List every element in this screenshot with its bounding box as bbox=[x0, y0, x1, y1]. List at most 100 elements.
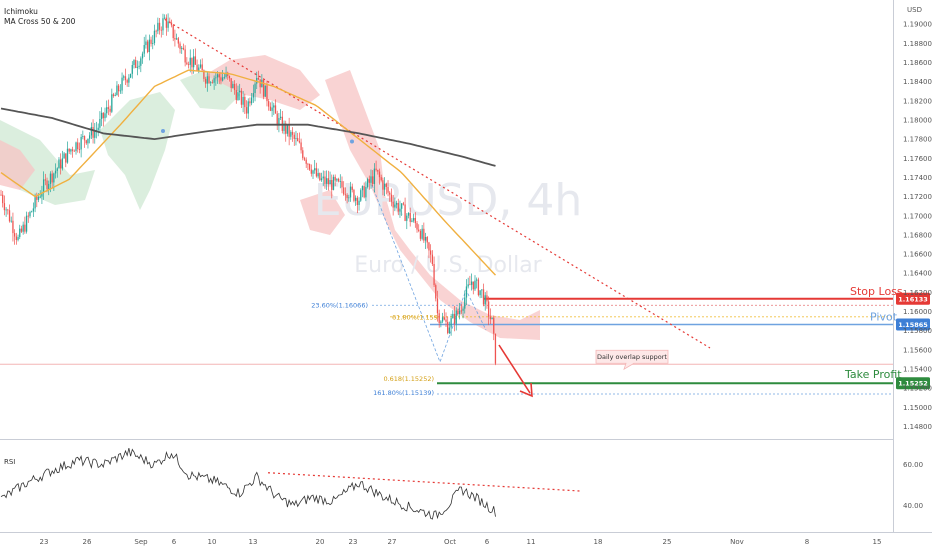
candle-body bbox=[210, 82, 212, 84]
candle bbox=[392, 194, 394, 216]
candle-body bbox=[78, 149, 81, 150]
candle-body bbox=[378, 171, 381, 178]
ma50-line bbox=[0, 69, 497, 276]
candle-body bbox=[493, 317, 495, 334]
candle-body bbox=[354, 197, 357, 201]
candle bbox=[204, 76, 207, 88]
candle bbox=[344, 187, 347, 201]
candle bbox=[273, 102, 275, 116]
candle bbox=[181, 45, 183, 54]
time-tick-label: 11 bbox=[527, 538, 536, 546]
price-tick-label: 1.17800 bbox=[903, 136, 932, 144]
candle-body bbox=[211, 82, 214, 84]
candle-body bbox=[401, 203, 403, 209]
candle-body bbox=[126, 80, 128, 83]
candle-body bbox=[291, 131, 294, 135]
candle-body bbox=[462, 308, 464, 311]
candle bbox=[112, 92, 115, 98]
candle-body bbox=[216, 74, 219, 78]
candle-body bbox=[239, 90, 241, 93]
candle bbox=[247, 98, 249, 119]
candle-body bbox=[268, 101, 270, 107]
price-tick-label: 1.16600 bbox=[903, 251, 932, 259]
candle-body bbox=[106, 107, 108, 114]
candle-body bbox=[49, 173, 52, 184]
candle bbox=[377, 169, 379, 175]
candle-body bbox=[314, 168, 316, 171]
time-tick-label: Nov bbox=[730, 538, 744, 546]
candle-body bbox=[419, 230, 422, 239]
candle bbox=[452, 310, 454, 319]
price-tick-label: 1.15800 bbox=[903, 327, 932, 335]
candle bbox=[390, 188, 393, 207]
candle-body bbox=[375, 168, 377, 170]
candle bbox=[24, 216, 26, 234]
candle-body bbox=[196, 64, 198, 71]
candle-body bbox=[397, 202, 399, 212]
candle-body bbox=[46, 180, 48, 190]
candle-body bbox=[235, 90, 237, 101]
candle-body bbox=[94, 130, 96, 138]
stop-loss-price-tag bbox=[896, 292, 930, 305]
candle-body bbox=[7, 209, 9, 211]
candle-body bbox=[482, 289, 485, 305]
candle bbox=[268, 98, 270, 111]
candle bbox=[8, 204, 11, 223]
candle bbox=[363, 182, 365, 199]
candle-body bbox=[187, 64, 190, 66]
candle-body bbox=[131, 65, 133, 74]
candle bbox=[73, 149, 75, 152]
price-tick-label: 1.18600 bbox=[903, 59, 932, 67]
candle bbox=[406, 213, 408, 230]
candle-body bbox=[430, 250, 432, 255]
candle-body bbox=[315, 168, 318, 177]
candle bbox=[407, 212, 410, 219]
candle-body bbox=[75, 142, 77, 152]
candle-body bbox=[274, 105, 277, 114]
candle bbox=[433, 256, 435, 288]
candle bbox=[465, 279, 468, 306]
candle bbox=[481, 289, 483, 298]
candle bbox=[208, 73, 210, 84]
candle bbox=[278, 112, 280, 133]
candle bbox=[65, 153, 67, 168]
candle bbox=[32, 202, 35, 218]
candle bbox=[250, 93, 253, 106]
candle bbox=[424, 232, 427, 249]
candle bbox=[419, 229, 422, 242]
candle-body bbox=[203, 70, 205, 79]
candle-body bbox=[387, 186, 389, 193]
candle bbox=[53, 172, 55, 191]
candle-body bbox=[414, 217, 416, 224]
candle bbox=[20, 225, 23, 234]
candle bbox=[397, 198, 399, 216]
candle bbox=[223, 73, 226, 80]
candle bbox=[22, 221, 24, 235]
candle-body bbox=[303, 158, 306, 160]
candle bbox=[175, 33, 178, 40]
price-tick-label: 1.18800 bbox=[903, 40, 932, 48]
candle bbox=[128, 74, 130, 88]
candle-body bbox=[160, 29, 162, 31]
rsi-title: RSI bbox=[4, 458, 15, 466]
candle-body bbox=[228, 75, 231, 79]
candle bbox=[257, 70, 260, 81]
pivot-price-tag bbox=[896, 318, 930, 331]
candle-body bbox=[288, 125, 290, 137]
candle bbox=[164, 14, 166, 20]
candle-body bbox=[65, 153, 67, 163]
candle-body bbox=[114, 95, 116, 97]
candle bbox=[68, 148, 70, 154]
candle-body bbox=[395, 202, 398, 205]
candle-body bbox=[283, 123, 285, 131]
candle-body bbox=[165, 17, 168, 28]
stop-loss-label: Stop Loss bbox=[850, 285, 903, 298]
candle bbox=[170, 19, 173, 28]
candle-body bbox=[259, 79, 261, 88]
candle bbox=[395, 200, 398, 209]
candle-body bbox=[336, 178, 338, 181]
candle bbox=[252, 84, 254, 103]
candle-body bbox=[307, 163, 309, 165]
candle-body bbox=[443, 317, 445, 320]
